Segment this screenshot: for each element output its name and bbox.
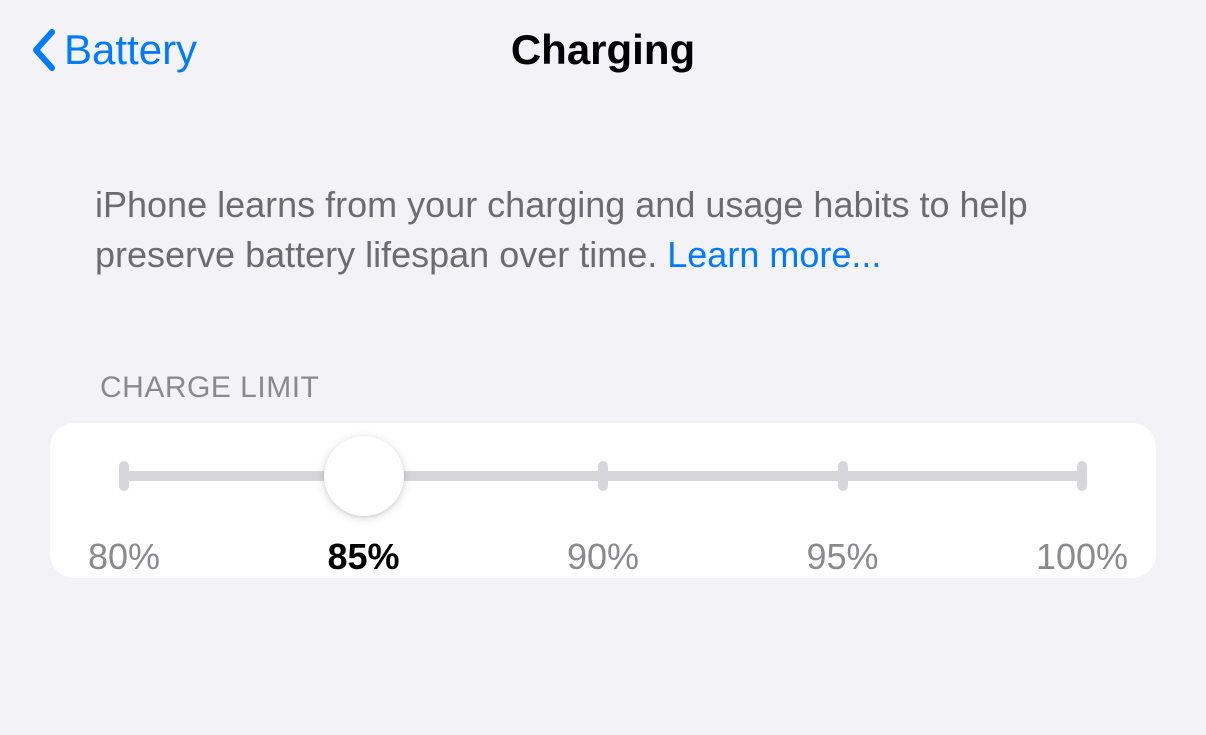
slider-stop-label: 95% <box>806 536 878 578</box>
chevron-left-icon <box>30 28 60 72</box>
nav-bar: Battery Charging <box>0 0 1206 100</box>
content: iPhone learns from your charging and usa… <box>0 100 1206 578</box>
slider-stop-label: 100% <box>1036 536 1128 578</box>
charge-limit-card: 80% 85% 90% 95% 100% <box>50 423 1156 578</box>
learn-more-link[interactable]: Learn more... <box>667 234 881 275</box>
slider-tick <box>119 461 129 491</box>
slider-track <box>124 471 1082 481</box>
back-label: Battery <box>64 26 197 74</box>
description-body: iPhone learns from your charging and usa… <box>95 184 1028 275</box>
back-button[interactable]: Battery <box>30 26 197 74</box>
page-title: Charging <box>511 26 695 74</box>
slider-tick <box>838 461 848 491</box>
slider-tick <box>598 461 608 491</box>
slider-stop-label: 80% <box>88 536 160 578</box>
slider-stop-label: 90% <box>567 536 639 578</box>
charge-limit-slider[interactable]: 80%85%90%95%100% <box>124 471 1082 536</box>
description-text: iPhone learns from your charging and usa… <box>95 180 1111 281</box>
slider-stop-label: 85% <box>327 536 399 578</box>
charge-limit-label: CHARGE LIMIT <box>95 371 1111 405</box>
slider-tick <box>1077 461 1087 491</box>
slider-thumb[interactable] <box>324 436 404 516</box>
